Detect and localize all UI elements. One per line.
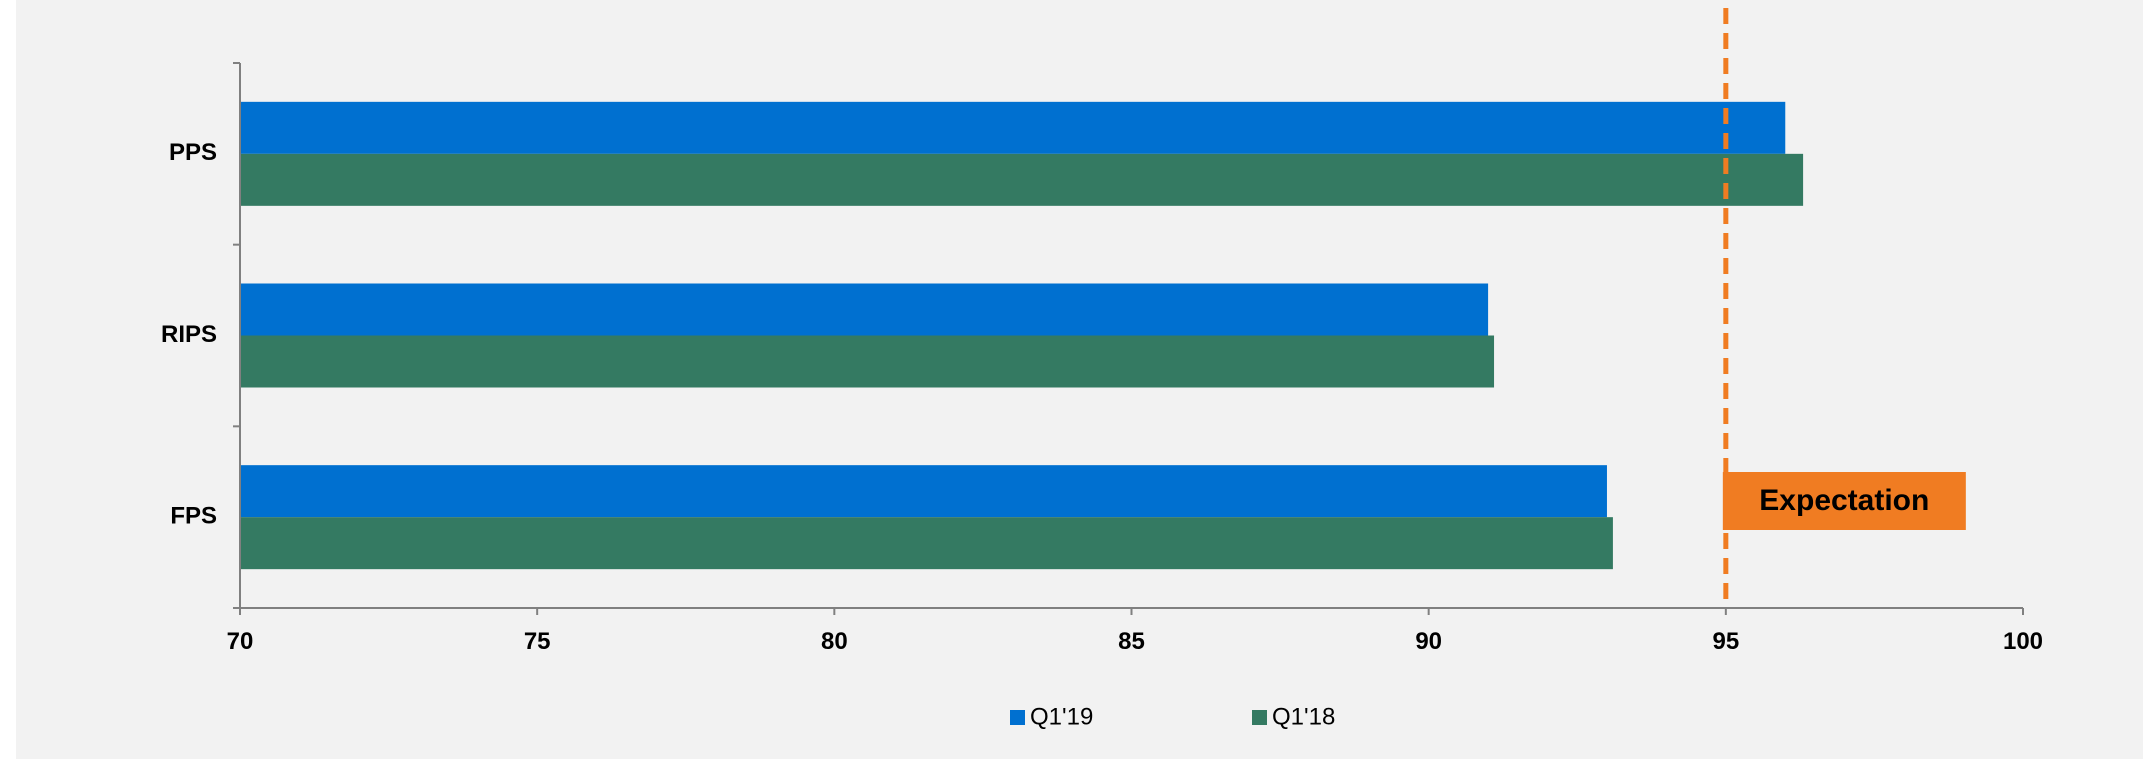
bar-pps-series-1	[240, 101, 1786, 154]
x-tick-label-80: 80	[821, 628, 848, 655]
category-label-pps: PPS	[169, 139, 217, 166]
bar-rips-series-2	[240, 335, 1495, 388]
expectation-label-box	[1722, 472, 1966, 530]
bar-fps-series-1	[240, 465, 1607, 518]
category-label-rips: RIPS	[161, 321, 217, 348]
bar-pps-series-2	[240, 153, 1804, 206]
category-label-fps: FPS	[170, 503, 217, 530]
legend-swatch-series-2	[1252, 710, 1267, 725]
bar-fps-series-2	[240, 517, 1613, 570]
expectation-label: Expectation	[1759, 484, 1929, 517]
x-tick-label-70: 70	[227, 628, 254, 655]
x-tick-label-85: 85	[1118, 628, 1145, 655]
legend-label-series-1: Q1'19	[1030, 703, 1093, 730]
x-tick-label-75: 75	[524, 628, 551, 655]
legend-swatch-series-1	[1010, 710, 1025, 725]
legend-label-series-2: Q1'18	[1272, 703, 1335, 730]
x-tick-label-100: 100	[2003, 628, 2043, 655]
x-tick-label-95: 95	[1712, 628, 1739, 655]
bar-rips-series-1	[240, 283, 1489, 336]
x-tick-label-90: 90	[1415, 628, 1442, 655]
